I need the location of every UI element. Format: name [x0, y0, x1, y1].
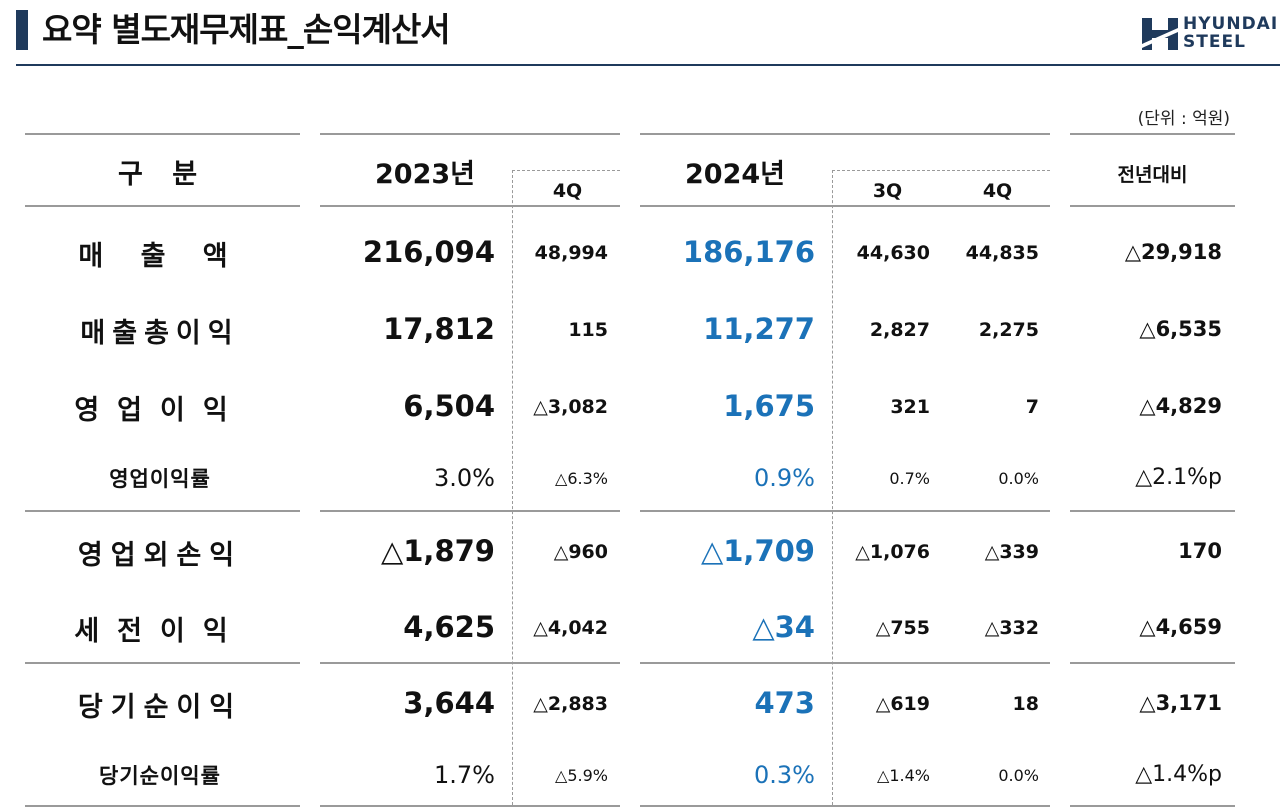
section-rule-2-2023: [320, 662, 620, 664]
cell-2024: 0.9%: [754, 464, 815, 492]
row-label: 당기순이익률: [99, 764, 221, 788]
section-rule-2-2024: [640, 662, 1050, 664]
cell-2023: 4,625: [403, 610, 495, 644]
section-rule-1-2024: [640, 510, 1050, 512]
cell-2023: △1,879: [380, 534, 495, 568]
cell-2024: 1,675: [723, 389, 815, 423]
row-label: 영업이익: [74, 395, 246, 426]
quarter-header-dash-2024: [832, 170, 1050, 171]
section-rule-1-yoy: [1070, 510, 1235, 512]
cell-2024: △34: [752, 610, 815, 644]
cell-yoy: △4,829: [1139, 394, 1222, 418]
cell-2024-3q: 321: [890, 396, 930, 418]
header-rule-yoy: [1070, 133, 1235, 135]
section-rule-1-category: [25, 510, 300, 512]
cell-2023-4q: △960: [553, 541, 608, 563]
title-accent-bar: [16, 10, 28, 50]
header-rule-category: [25, 133, 300, 135]
cell-2024-4q: △332: [984, 617, 1039, 639]
table-bottom-rule-2023: [320, 805, 620, 807]
cell-2024-3q: 0.7%: [889, 469, 930, 488]
cell-2023-4q: 48,994: [534, 242, 608, 264]
row-label: 매출총이익: [80, 318, 240, 349]
row-label: 당기순이익: [77, 692, 243, 723]
header-bottom-rule-2023: [320, 205, 620, 207]
cell-2024-4q: 0.0%: [998, 766, 1039, 785]
dash-separator-2023: [512, 170, 513, 805]
cell-2023-4q: △2,883: [533, 693, 608, 715]
cell-2024: 0.3%: [754, 761, 815, 789]
cell-2024-3q: △619: [875, 693, 930, 715]
header-2023: 2023년: [375, 159, 475, 190]
cell-yoy: △6,535: [1139, 317, 1222, 341]
quarter-header-dash-2023: [512, 170, 620, 171]
header-2024: 2024년: [685, 159, 785, 190]
dash-separator-2024: [832, 170, 833, 805]
cell-2023: 216,094: [362, 235, 495, 269]
header-category: 구 분: [117, 159, 208, 190]
header-bottom-rule-yoy: [1070, 205, 1235, 207]
cell-2023: 1.7%: [434, 761, 495, 789]
header-2024-3q: 3Q: [872, 180, 903, 202]
row-label: 매 출 액: [78, 241, 242, 272]
cell-2024: 11,277: [703, 312, 815, 346]
page-title: 요약 별도재무제표_손익계산서: [42, 10, 451, 49]
cell-2024-4q: 7: [1025, 396, 1039, 418]
cell-2023-4q: △4,042: [533, 617, 608, 639]
cell-2024-3q: △1,076: [855, 541, 930, 563]
cell-yoy: △29,918: [1124, 240, 1222, 264]
cell-2023-4q: △3,082: [533, 396, 608, 418]
section-rule-2-yoy: [1070, 662, 1235, 664]
row-label: 세전이익: [74, 616, 246, 647]
cell-yoy: △4,659: [1139, 615, 1222, 639]
header-rule-2023: [320, 133, 620, 135]
cell-2023-4q: △5.9%: [555, 766, 608, 785]
cell-2023: 3,644: [403, 686, 495, 720]
header-2024-4q: 4Q: [982, 180, 1013, 202]
cell-2024: △1,709: [700, 534, 815, 568]
table-bottom-rule-category: [25, 805, 300, 807]
title-divider: [16, 64, 1280, 66]
cell-2023: 3.0%: [434, 464, 495, 492]
cell-yoy: △3,171: [1139, 691, 1222, 715]
cell-2024-3q: △755: [875, 617, 930, 639]
logo-text-line1: HYUNDAI: [1183, 14, 1279, 34]
cell-2024-3q: 44,630: [856, 242, 930, 264]
section-rule-2-category: [25, 662, 300, 664]
cell-2024: 186,176: [682, 235, 815, 269]
logo-text-line2: STEEL: [1183, 32, 1246, 52]
cell-yoy: 170: [1178, 539, 1222, 563]
cell-2024-4q: 18: [1012, 693, 1039, 715]
section-rule-1-2023: [320, 510, 620, 512]
header-bottom-rule-2024: [640, 205, 1050, 207]
cell-2023-4q: △6.3%: [555, 469, 608, 488]
cell-2024-4q: 44,835: [965, 242, 1039, 264]
cell-2024-3q: 2,827: [869, 319, 930, 341]
table-bottom-rule-2024: [640, 805, 1050, 807]
cell-2024: 473: [754, 686, 815, 720]
table-bottom-rule-yoy: [1070, 805, 1235, 807]
cell-2024-3q: △1.4%: [877, 766, 930, 785]
cell-2023-4q: 115: [568, 319, 608, 341]
header-yoy: 전년대비: [1117, 164, 1188, 186]
cell-yoy: △2.1%p: [1135, 465, 1222, 490]
cell-2024-4q: 2,275: [978, 319, 1039, 341]
hyundai-steel-logo: HYUNDAI STEEL: [1140, 14, 1277, 54]
row-label: 영업외손익: [77, 540, 243, 571]
header-2023-4q: 4Q: [552, 180, 583, 202]
header-rule-2024: [640, 133, 1050, 135]
cell-2023: 6,504: [403, 389, 495, 423]
cell-2024-4q: △339: [984, 541, 1039, 563]
unit-label: (단위 : 억원): [1137, 109, 1230, 129]
header-bottom-rule-category: [25, 205, 300, 207]
cell-2024-4q: 0.0%: [998, 469, 1039, 488]
cell-2023: 17,812: [383, 312, 495, 346]
cell-yoy: △1.4%p: [1135, 762, 1222, 787]
row-label: 영업이익률: [109, 467, 211, 491]
hyundai-steel-logo-icon: [1142, 18, 1178, 50]
